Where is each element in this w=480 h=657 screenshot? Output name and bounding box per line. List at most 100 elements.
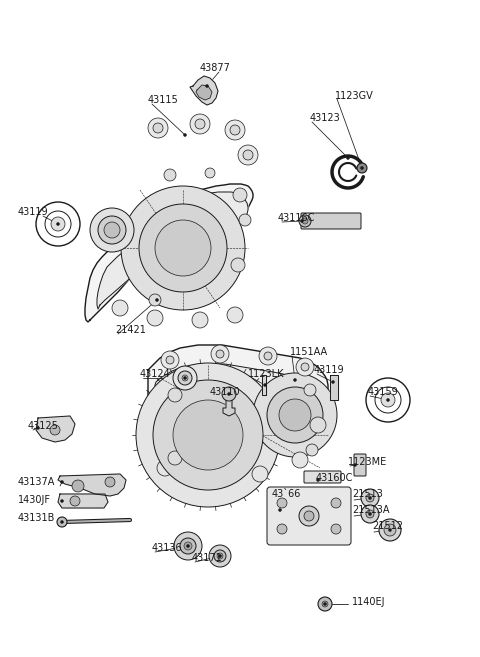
Circle shape [252,466,268,482]
Circle shape [296,358,314,376]
Circle shape [361,489,379,507]
Circle shape [168,451,182,465]
Circle shape [153,380,263,490]
Circle shape [50,425,60,435]
Circle shape [51,217,65,231]
Circle shape [187,545,190,547]
Circle shape [243,150,253,160]
Circle shape [164,169,176,181]
FancyBboxPatch shape [301,213,361,229]
Circle shape [57,223,60,225]
Circle shape [239,214,251,226]
Circle shape [161,351,179,369]
Circle shape [253,373,337,457]
Circle shape [299,506,319,526]
Circle shape [264,384,266,386]
Polygon shape [58,474,126,496]
Circle shape [157,460,173,476]
Circle shape [369,512,372,516]
Circle shape [98,216,126,244]
Circle shape [357,163,367,173]
Circle shape [202,468,218,484]
Text: 43119: 43119 [18,207,48,217]
Polygon shape [85,184,253,322]
Circle shape [299,215,311,227]
Text: 1123ME: 1123ME [348,457,387,467]
Circle shape [173,366,197,390]
Circle shape [302,218,308,224]
Circle shape [306,444,318,456]
Circle shape [293,378,297,382]
Polygon shape [143,345,328,476]
Text: 43116C: 43116C [278,213,315,223]
Circle shape [218,555,221,558]
Circle shape [57,517,67,527]
Text: 43137A: 43137A [18,477,55,487]
Circle shape [209,545,231,567]
Circle shape [214,550,226,562]
Circle shape [231,258,245,272]
Circle shape [228,392,230,396]
Text: 43131B: 43131B [18,513,55,523]
Circle shape [238,145,258,165]
Circle shape [205,168,215,178]
Circle shape [230,125,240,135]
Circle shape [195,119,205,129]
FancyBboxPatch shape [304,471,341,483]
FancyBboxPatch shape [267,487,351,545]
Circle shape [60,520,63,524]
Polygon shape [58,494,108,508]
Text: 43159: 43159 [368,387,399,397]
Polygon shape [330,375,338,400]
Text: 1151AA: 1151AA [290,347,328,357]
Text: 43171: 43171 [192,553,223,563]
Circle shape [192,312,208,328]
Text: 43877: 43877 [200,63,230,73]
Circle shape [104,222,120,238]
Circle shape [384,524,396,536]
Circle shape [174,532,202,560]
Text: 43160C: 43160C [316,473,353,483]
Circle shape [149,294,161,306]
Polygon shape [262,375,266,395]
Circle shape [361,505,379,523]
Circle shape [182,375,188,381]
Polygon shape [196,85,212,100]
Circle shape [366,510,374,518]
Circle shape [222,387,236,401]
Polygon shape [97,192,248,309]
Circle shape [279,399,311,431]
Circle shape [331,498,341,508]
Circle shape [301,363,309,371]
Circle shape [148,118,168,138]
Circle shape [225,120,245,140]
Circle shape [112,300,128,316]
Polygon shape [223,394,235,416]
Circle shape [277,498,287,508]
Circle shape [233,188,247,202]
Circle shape [205,85,208,87]
Circle shape [318,597,332,611]
Circle shape [316,478,320,482]
Circle shape [173,400,243,470]
Text: 1123GV: 1123GV [335,91,374,101]
Circle shape [156,298,158,302]
Circle shape [304,511,314,521]
Circle shape [105,477,115,487]
Circle shape [180,538,196,554]
FancyBboxPatch shape [354,454,366,476]
Text: 43115: 43115 [148,95,179,105]
Circle shape [184,542,192,550]
Circle shape [379,519,401,541]
Circle shape [347,156,349,160]
Circle shape [259,347,277,365]
Circle shape [60,480,63,484]
Circle shape [153,123,163,133]
Circle shape [155,220,211,276]
Circle shape [264,352,272,360]
Circle shape [70,496,80,506]
Text: 43125: 43125 [28,421,59,431]
Text: 43`66: 43`66 [272,489,301,499]
Circle shape [178,371,192,385]
Circle shape [168,388,182,402]
